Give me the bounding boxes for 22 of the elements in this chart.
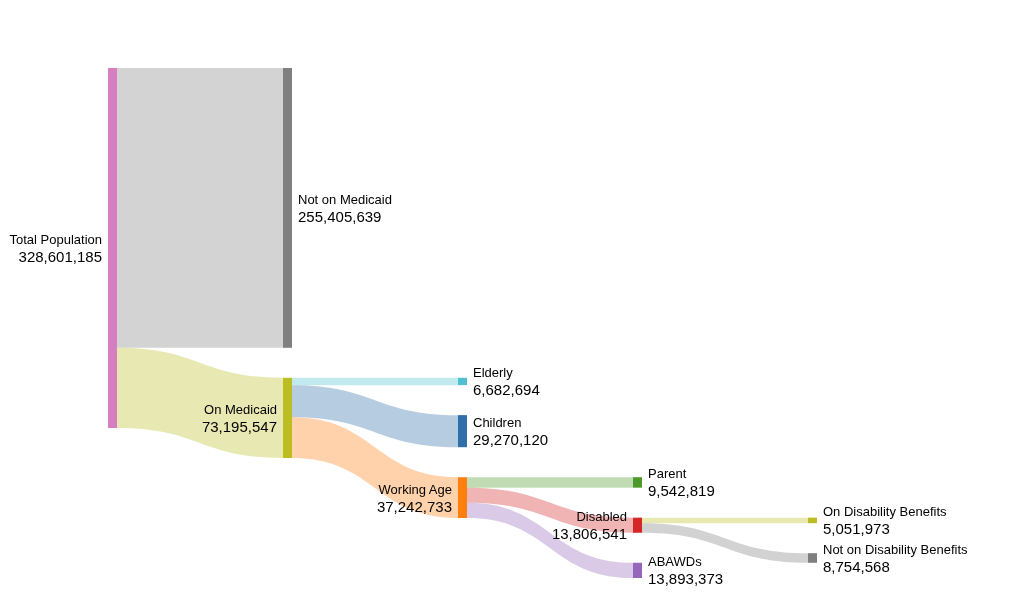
category-label: Total Population [9, 232, 102, 247]
data-label: 13,893,373 [648, 570, 724, 588]
data-label: 255,405,639 [298, 207, 382, 225]
data-label: 29,270,120 [473, 431, 549, 449]
data-label: 8,754,568 [823, 557, 890, 575]
data-label: 328,601,185 [18, 248, 102, 265]
category-label: Not on Disability Benefits [823, 541, 969, 557]
category-label: Parent [648, 466, 687, 482]
category-label: On Medicaid [204, 401, 277, 417]
data-label: 73,195,547 [201, 417, 277, 435]
category-label: Children [473, 415, 522, 431]
data-label: 9,542,819 [648, 482, 715, 500]
category-label: ABAWDs [648, 554, 703, 570]
data-label: 13,806,541 [551, 525, 627, 543]
category-label: Working Age [378, 481, 452, 497]
category-label: On Disability Benefits [823, 504, 948, 520]
data-label: 6,682,694 [473, 381, 540, 399]
data-label: 37,242,733 [376, 497, 452, 515]
category-label: Disabled [576, 509, 627, 525]
category-label: Elderly [473, 365, 514, 381]
data-label: 5,051,973 [823, 520, 890, 538]
category-label: Not on Medicaid [298, 191, 392, 207]
